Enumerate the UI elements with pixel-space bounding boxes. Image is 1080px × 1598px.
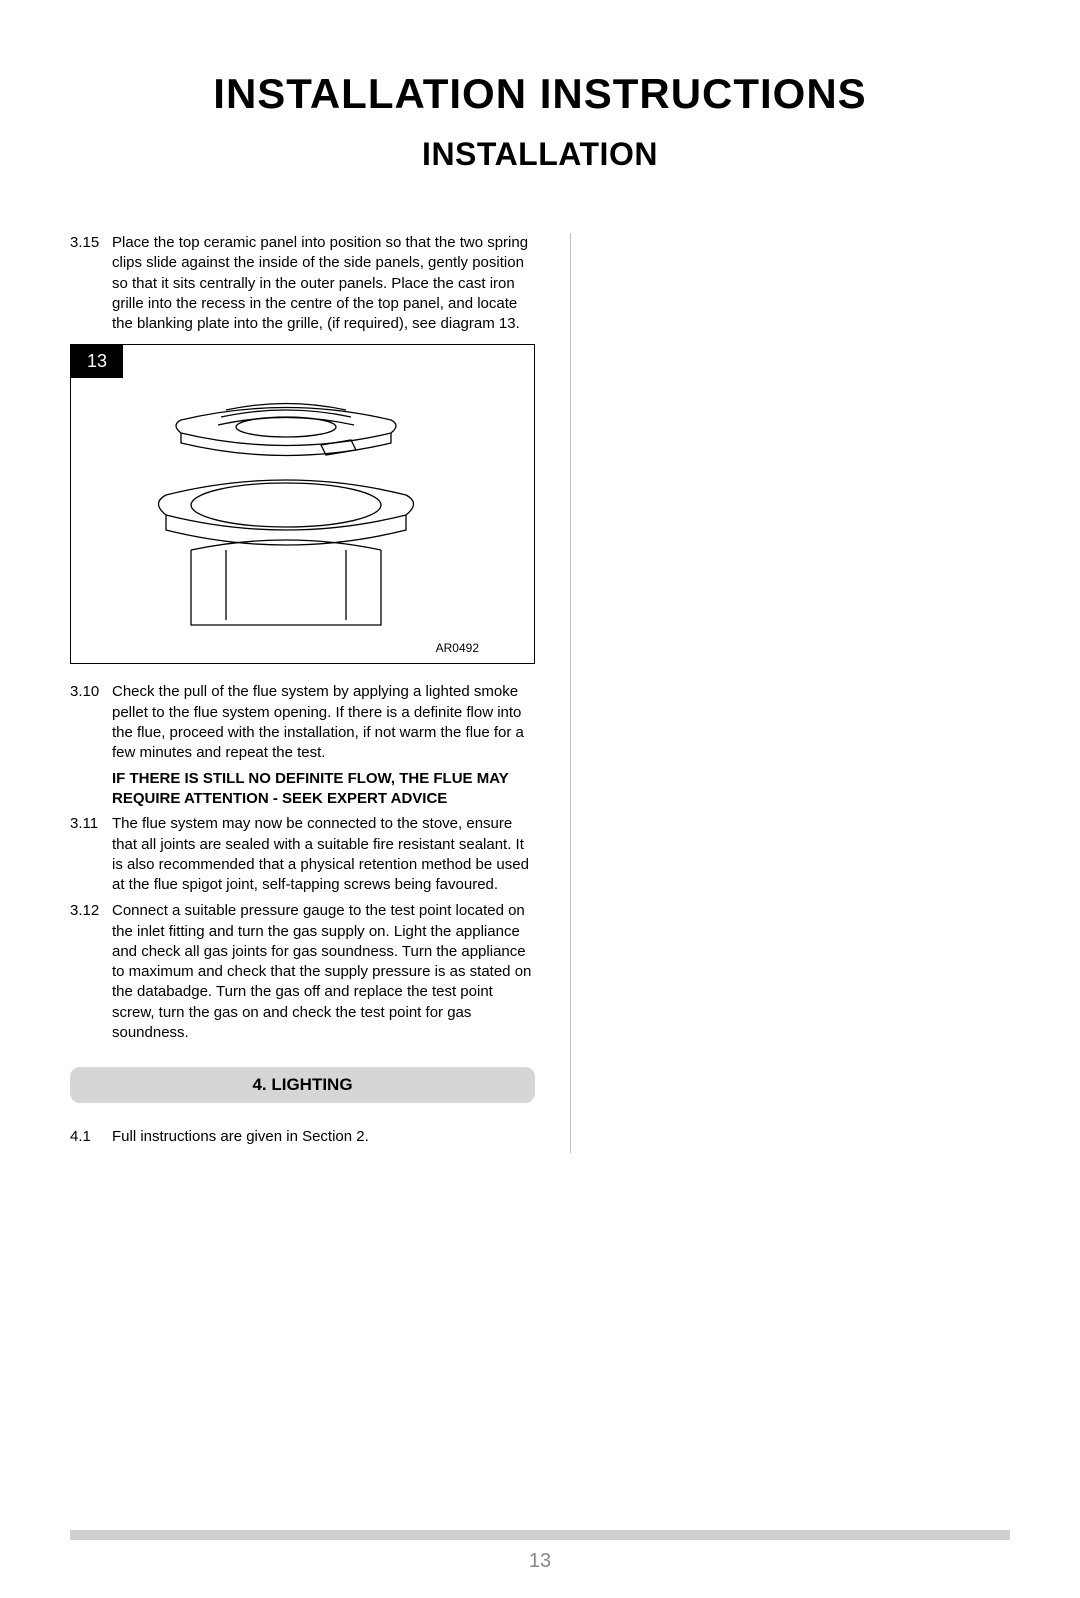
instruction-item: 3.10 Check the pull of the flue system b… bbox=[70, 682, 535, 763]
warning-text: IF THERE IS STILL NO DEFINITE FLOW, THE … bbox=[70, 769, 535, 808]
instruction-text: Place the top ceramic panel into positio… bbox=[112, 233, 535, 334]
instruction-number: 3.11 bbox=[70, 814, 112, 895]
left-column: 3.15 Place the top ceramic panel into po… bbox=[70, 233, 560, 1153]
instruction-item: 3.12 Connect a suitable pressure gauge t… bbox=[70, 901, 535, 1043]
page-title: INSTALLATION INSTRUCTIONS bbox=[0, 70, 1080, 118]
instruction-item: 3.11 The flue system may now be connecte… bbox=[70, 814, 535, 895]
page-subtitle: INSTALLATION bbox=[0, 136, 1080, 173]
instruction-text: The flue system may now be connected to … bbox=[112, 814, 535, 895]
content-area: 3.15 Place the top ceramic panel into po… bbox=[0, 233, 1080, 1153]
instruction-number: 3.12 bbox=[70, 901, 112, 1043]
instruction-number: 3.15 bbox=[70, 233, 112, 334]
instruction-number: 3.10 bbox=[70, 682, 112, 763]
section-4-header: 4. LIGHTING bbox=[70, 1067, 535, 1103]
footer-bar bbox=[70, 1530, 1010, 1540]
instruction-item: 4.1 Full instructions are given in Secti… bbox=[70, 1127, 535, 1147]
instruction-text: Check the pull of the flue system by app… bbox=[112, 682, 535, 763]
instruction-text: Full instructions are given in Section 2… bbox=[112, 1127, 535, 1147]
instruction-item: 3.15 Place the top ceramic panel into po… bbox=[70, 233, 535, 334]
diagram-13: 13 bbox=[70, 344, 535, 664]
diagram-code: AR0492 bbox=[436, 641, 479, 655]
stove-diagram-icon bbox=[126, 355, 486, 645]
page-number: 13 bbox=[0, 1550, 1080, 1573]
instruction-text: Connect a suitable pressure gauge to the… bbox=[112, 901, 535, 1043]
instruction-number: 4.1 bbox=[70, 1127, 112, 1147]
diagram-label: 13 bbox=[71, 345, 123, 378]
column-divider bbox=[570, 233, 580, 1153]
